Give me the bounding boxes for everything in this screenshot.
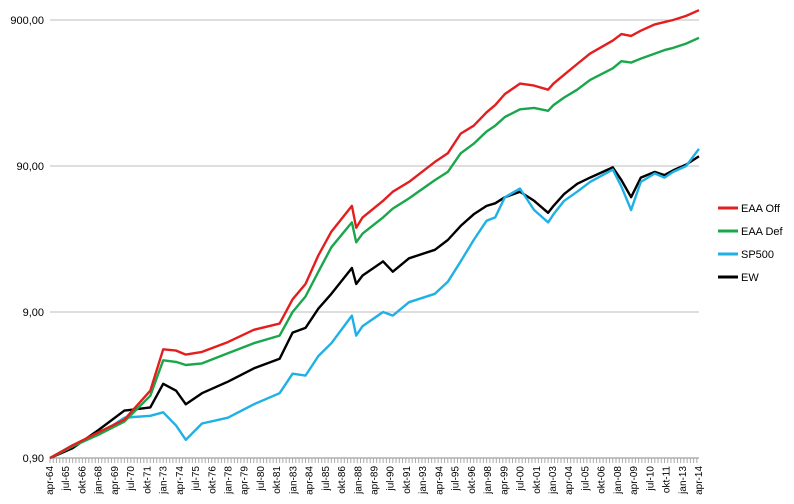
series-line-sp500 xyxy=(49,148,700,460)
x-tick-label: jan-98 xyxy=(483,466,494,495)
x-tick-label: apr-74 xyxy=(175,466,186,495)
x-tick-label: apr-69 xyxy=(110,466,121,495)
y-tick-label: 9,00 xyxy=(23,307,44,319)
x-tick-label: jul-80 xyxy=(256,466,267,492)
legend-label: EAA Def xyxy=(741,226,784,238)
series-line-eaa-off xyxy=(49,9,700,460)
x-tick-label: apr-09 xyxy=(629,466,640,495)
x-tick-label: okt-86 xyxy=(337,466,348,494)
x-tick-label: jul-05 xyxy=(580,466,591,492)
x-tick-label: jul-95 xyxy=(451,466,462,492)
legend-label: EAA Off xyxy=(741,203,781,215)
x-tick-label: jan-88 xyxy=(353,466,364,495)
x-tick-label: jul-75 xyxy=(191,466,202,492)
x-tick-label: jul-00 xyxy=(516,466,527,492)
y-tick-label: 900,00 xyxy=(10,15,44,27)
x-tick-label: jul-85 xyxy=(321,466,332,492)
y-axis: 0,90 9,00 90,00 900,00 xyxy=(10,15,44,465)
x-tick-label: jan-08 xyxy=(613,466,624,495)
legend-label: SP500 xyxy=(741,249,774,261)
x-tick-label: jan-13 xyxy=(678,466,689,495)
x-tick-label: okt-96 xyxy=(467,466,478,494)
x-tick-label: okt-01 xyxy=(532,466,543,494)
x-tick-label: jan-73 xyxy=(159,466,170,495)
x-tick-label: jan-83 xyxy=(288,466,299,495)
x-tick-label: okt-66 xyxy=(77,466,88,494)
legend-label: EW xyxy=(741,272,759,284)
y-tick-label: 90,00 xyxy=(16,161,44,173)
x-tick-label: apr-64 xyxy=(45,466,56,495)
x-tick-label: apr-79 xyxy=(240,466,251,495)
x-tick-label: apr-89 xyxy=(370,466,381,495)
x-tick-label: jul-65 xyxy=(61,466,72,492)
series-lines xyxy=(49,9,700,460)
series-line-ew xyxy=(49,155,700,460)
series-line-eaa-def xyxy=(49,36,700,460)
x-tick-label: apr-04 xyxy=(564,466,575,495)
x-tick-label: jul-90 xyxy=(386,466,397,492)
x-tick-label: okt-11 xyxy=(662,466,673,493)
x-axis: apr-64 jul-65 okt-66 jan-68 apr-69 jul-70 okt-… xyxy=(45,457,705,495)
x-tick-label: apr-99 xyxy=(499,466,510,495)
x-tick-label: jul-10 xyxy=(645,466,656,492)
x-tick-label: jan-68 xyxy=(94,466,105,495)
x-tick-label: apr-94 xyxy=(434,466,445,495)
x-tick-label: apr-84 xyxy=(305,466,316,495)
legend: EAA Off EAA Def SP500 EW xyxy=(718,203,784,284)
x-tick-label: okt-06 xyxy=(597,466,608,494)
x-tick-label: jan-03 xyxy=(548,466,559,495)
y-tick-label: 0,90 xyxy=(23,453,44,465)
x-tick-label: apr-14 xyxy=(694,466,705,495)
x-tick-label: jul-70 xyxy=(126,466,137,492)
x-tick-label: okt-91 xyxy=(402,466,413,494)
x-tick-label: okt-81 xyxy=(272,466,283,494)
x-tick-label: jan-93 xyxy=(418,466,429,495)
x-tick-label: okt-71 xyxy=(142,466,153,494)
x-tick-label: okt-76 xyxy=(207,466,218,494)
x-tick-label: jan-78 xyxy=(223,466,234,495)
